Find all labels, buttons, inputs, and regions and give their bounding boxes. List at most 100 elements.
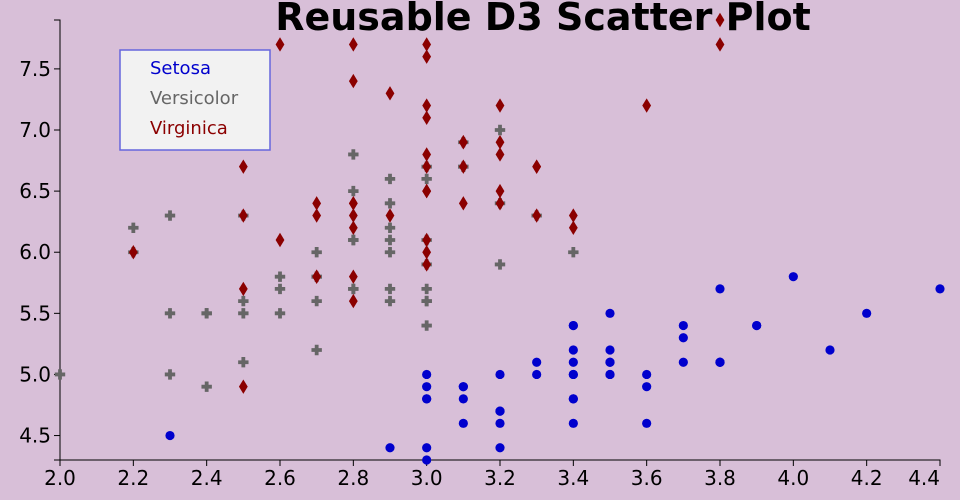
data-point-virginica (532, 159, 542, 174)
data-point-virginica (348, 73, 358, 89)
data-point-setosa (862, 308, 872, 318)
data-point-setosa (532, 357, 542, 367)
data-point-versicolor (384, 198, 396, 209)
data-point-virginica (422, 98, 432, 113)
data-point-versicolor (311, 247, 322, 258)
chart-title: Reusable D3 Scatter Plot (275, 0, 811, 39)
x-tick-label: 3.8 (704, 466, 736, 490)
data-point-virginica (422, 110, 432, 125)
data-point-setosa (568, 369, 578, 380)
data-point-setosa (458, 418, 468, 428)
data-point-setosa (495, 443, 505, 453)
y-tick-label: 5.5 (19, 301, 51, 325)
x-tick-label: 4.0 (777, 466, 809, 490)
data-point-versicolor (421, 283, 432, 295)
y-tick-label: 6.0 (19, 240, 51, 264)
data-point-setosa (642, 369, 652, 380)
data-point-virginica (495, 135, 505, 150)
x-tick-label: 2.4 (191, 466, 223, 490)
data-point-setosa (422, 394, 432, 404)
data-point-versicolor (384, 247, 396, 258)
data-point-virginica (385, 86, 395, 101)
data-point-setosa (678, 357, 688, 367)
data-point-setosa (422, 443, 432, 453)
data-point-versicolor (494, 124, 506, 136)
data-point-virginica (275, 232, 285, 248)
data-point-versicolor (384, 295, 396, 307)
y-tick-label: 5.0 (19, 362, 51, 386)
data-point-setosa (422, 369, 432, 380)
data-point-virginica (495, 196, 505, 211)
data-point-setosa (788, 272, 798, 282)
data-point-virginica (458, 135, 468, 150)
data-point-versicolor (54, 369, 66, 380)
data-point-versicolor (384, 222, 396, 233)
data-point-virginica (422, 183, 432, 199)
data-point-versicolor (384, 234, 396, 246)
data-point-virginica (422, 159, 432, 174)
data-point-setosa (495, 369, 505, 380)
data-point-setosa (568, 357, 578, 367)
data-point-versicolor (348, 185, 359, 197)
plot-area (54, 12, 945, 465)
data-point-versicolor (311, 295, 322, 307)
data-point-virginica (422, 49, 432, 64)
data-point-setosa (825, 345, 835, 355)
data-point-versicolor (274, 271, 286, 282)
data-point-virginica (348, 269, 358, 284)
x-tick-label: 3.6 (631, 466, 663, 490)
data-point-virginica (238, 208, 248, 223)
legend: Setosa Versicolor Virginica (119, 49, 271, 151)
data-point-versicolor (238, 295, 249, 307)
data-point-versicolor (494, 259, 506, 270)
x-tick-label: 3.4 (557, 466, 589, 490)
data-point-setosa (605, 308, 615, 318)
data-point-virginica (422, 245, 432, 260)
data-point-virginica (715, 37, 725, 52)
data-point-virginica (715, 12, 725, 28)
data-point-setosa (935, 284, 945, 294)
y-tick-label: 4.5 (19, 424, 51, 448)
data-point-versicolor (201, 381, 212, 392)
data-point-virginica (312, 208, 322, 223)
data-point-setosa (605, 345, 615, 355)
data-point-virginica (385, 208, 395, 223)
data-point-versicolor (164, 308, 176, 319)
data-point-virginica (495, 98, 505, 113)
data-point-versicolor (421, 320, 432, 331)
legend-item-versicolor: Versicolor (150, 88, 239, 109)
data-point-setosa (385, 443, 395, 453)
data-point-setosa (568, 418, 578, 428)
data-point-versicolor (128, 222, 139, 233)
data-point-setosa (422, 455, 432, 465)
data-point-virginica (495, 147, 505, 162)
data-point-versicolor (421, 295, 432, 307)
data-point-virginica (458, 159, 468, 174)
y-tick-label: 7.0 (19, 118, 51, 142)
data-point-versicolor (311, 344, 322, 356)
data-point-setosa (605, 369, 615, 380)
data-point-virginica (568, 220, 578, 235)
y-axis: 4.5 5.0 5.5 6.0 6.5 7.0 7.5 (19, 19, 61, 461)
x-tick-label: 2.2 (117, 466, 149, 490)
legend-box (119, 49, 271, 151)
data-point-setosa (532, 369, 542, 380)
data-point-versicolor (348, 149, 359, 160)
legend-item-setosa: Setosa (150, 58, 211, 79)
data-point-setosa (568, 320, 578, 331)
data-point-virginica (422, 257, 432, 272)
data-point-setosa (458, 382, 468, 392)
data-point-virginica (495, 183, 505, 199)
legend-item-virginica: Virginica (150, 118, 228, 139)
data-point-setosa (752, 320, 762, 331)
data-point-virginica (348, 37, 358, 52)
x-tick-label: 3.2 (484, 466, 516, 490)
data-point-versicolor (348, 283, 359, 295)
data-point-versicolor (201, 308, 212, 319)
data-point-virginica (238, 159, 248, 174)
data-point-setosa (495, 418, 505, 428)
data-point-setosa (165, 430, 175, 441)
data-point-virginica (458, 196, 468, 211)
data-point-setosa (715, 284, 725, 294)
